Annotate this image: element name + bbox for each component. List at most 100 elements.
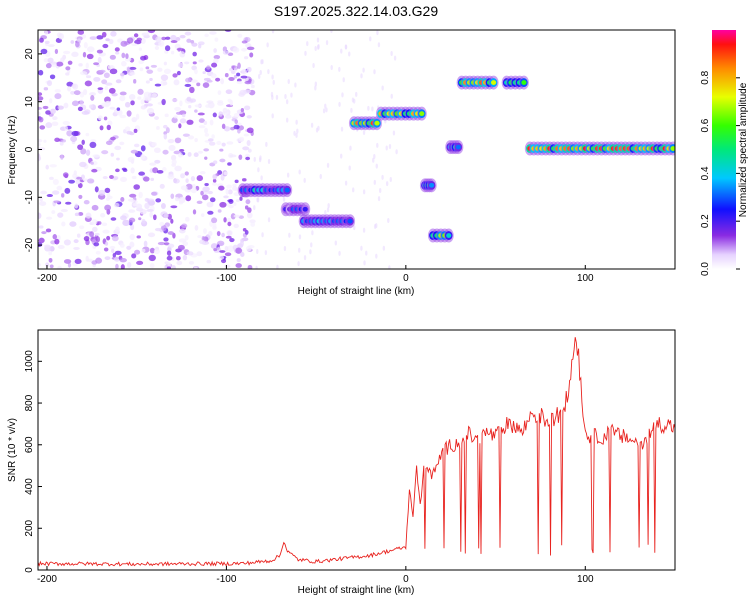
- noise-blob: [101, 31, 107, 38]
- noise-blob: [131, 117, 138, 123]
- noise-blob: [140, 55, 147, 61]
- noise-blob: [182, 241, 189, 247]
- spectrogram-y-tick-label: -20: [24, 237, 35, 252]
- noise-blob: [212, 222, 217, 229]
- noise-blob: [65, 201, 72, 205]
- noise-blob: [76, 176, 83, 180]
- noise-blob: [325, 40, 329, 46]
- noise-blob: [70, 90, 75, 95]
- noise-blob: [171, 159, 177, 165]
- noise-blob: [375, 223, 378, 229]
- noise-blob: [205, 104, 211, 108]
- noise-blob: [193, 152, 199, 157]
- noise-blob: [147, 232, 156, 238]
- noise-blob: [43, 139, 47, 143]
- noise-blob: [122, 168, 128, 173]
- noise-blob: [170, 40, 178, 43]
- noise-blob: [253, 205, 256, 211]
- noise-blob: [294, 82, 297, 88]
- noise-blob: [178, 123, 182, 129]
- noise-blob: [245, 199, 251, 205]
- snr-x-axis-label: Height of straight line (km): [298, 585, 415, 596]
- noise-blob: [184, 61, 190, 65]
- noise-blob: [224, 72, 229, 78]
- noise-blob: [113, 176, 119, 180]
- noise-blob: [255, 265, 258, 269]
- noise-blob: [38, 138, 43, 143]
- noise-blob: [126, 110, 132, 117]
- noise-blob: [174, 165, 182, 172]
- noise-blob: [362, 189, 366, 195]
- noise-blob: [208, 231, 213, 237]
- noise-blob: [170, 193, 175, 199]
- noise-blob: [41, 231, 47, 235]
- noise-blob: [68, 179, 76, 184]
- noise-blob: [350, 107, 353, 113]
- noise-blob: [167, 231, 174, 235]
- noise-blob: [146, 107, 155, 115]
- noise-blob: [258, 74, 261, 80]
- noise-blob: [60, 154, 64, 160]
- noise-blob: [235, 263, 242, 268]
- spectrogram-y-tick-label: 0: [24, 146, 35, 152]
- noise-blob: [207, 190, 213, 195]
- noise-blob: [206, 100, 214, 104]
- noise-blob: [172, 73, 178, 78]
- noise-blob: [50, 108, 56, 114]
- noise-blob: [226, 245, 235, 252]
- noise-blob: [223, 171, 228, 176]
- noise-blob: [43, 244, 51, 248]
- noise-blob: [204, 182, 209, 187]
- colorbar-tick-label: 0.0: [700, 262, 711, 276]
- noise-blob: [246, 46, 255, 51]
- noise-blob: [51, 61, 57, 68]
- noise-blob: [326, 207, 330, 213]
- noise-blob: [295, 119, 298, 125]
- noise-blob: [126, 245, 132, 250]
- noise-blob: [232, 47, 240, 53]
- noise-blob: [275, 94, 279, 100]
- noise-blob: [38, 225, 44, 229]
- noise-blob: [165, 36, 171, 40]
- noise-blob: [267, 217, 271, 223]
- noise-blob: [59, 141, 64, 146]
- noise-blob: [74, 258, 82, 264]
- noise-blob: [188, 260, 195, 265]
- noise-blob: [126, 130, 133, 135]
- noise-blob: [194, 68, 198, 75]
- noise-blob: [38, 92, 43, 96]
- noise-blob: [44, 40, 50, 45]
- noise-blob: [43, 58, 50, 63]
- noise-blob: [362, 129, 366, 135]
- noise-blob: [161, 224, 167, 232]
- noise-blob: [40, 48, 48, 55]
- noise-blob: [351, 97, 355, 103]
- noise-blob: [130, 167, 135, 174]
- noise-blob: [372, 157, 375, 163]
- noise-blob: [109, 245, 116, 250]
- noise-blob: [162, 149, 169, 155]
- noise-blob: [245, 245, 252, 252]
- noise-blob: [233, 124, 240, 130]
- noise-blob: [131, 253, 137, 259]
- noise-blob: [120, 176, 128, 183]
- noise-blob: [89, 36, 98, 40]
- noise-blob: [115, 226, 120, 233]
- noise-blob: [91, 204, 99, 211]
- noise-blob: [210, 73, 217, 79]
- snr-panel: -200 -100 0 100 0 200 400 600 800 1000 Height of…: [7, 329, 676, 596]
- noise-blob: [176, 70, 181, 76]
- noise-blob: [89, 231, 95, 238]
- noise-blob: [355, 91, 358, 97]
- noise-blob: [197, 235, 202, 239]
- noise-blob: [163, 213, 169, 219]
- noise-blob: [153, 214, 157, 221]
- noise-blob: [389, 177, 392, 183]
- noise-blob: [217, 90, 222, 96]
- noise-blob: [271, 113, 274, 119]
- noise-blob: [211, 217, 218, 224]
- noise-blob: [236, 258, 241, 263]
- noise-blob: [85, 132, 90, 137]
- noise-blob: [184, 31, 192, 36]
- noise-blob: [182, 133, 190, 137]
